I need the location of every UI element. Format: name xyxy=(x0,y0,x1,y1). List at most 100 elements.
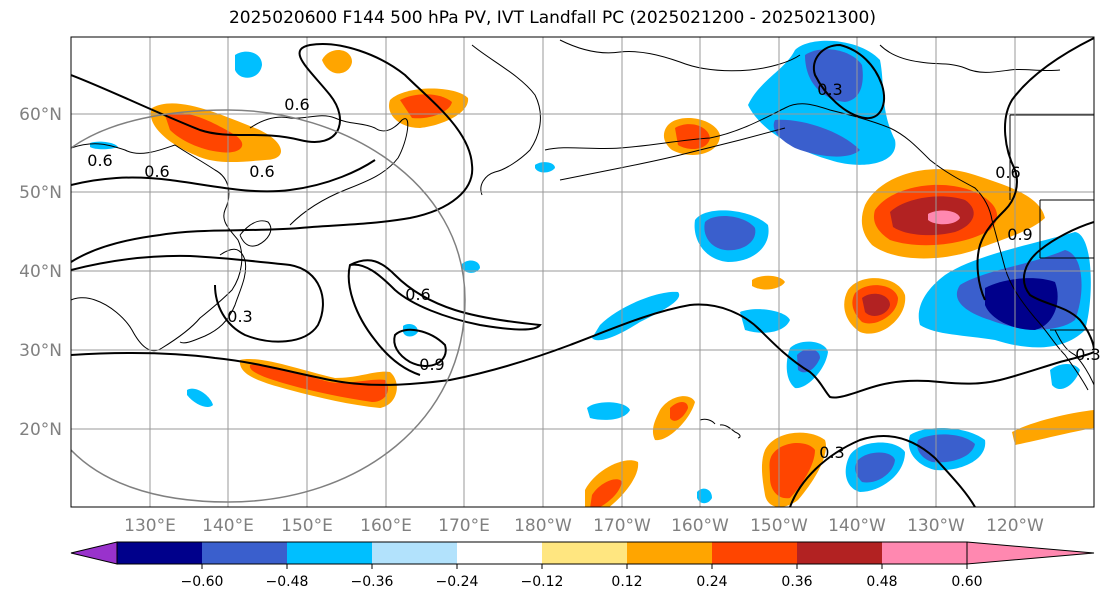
ivt-anomaly-patch xyxy=(862,293,890,316)
colorbar-segment xyxy=(202,542,287,564)
pv-contours xyxy=(71,37,1094,507)
colorbar-segment xyxy=(542,542,627,564)
pv-contour xyxy=(1022,221,1094,351)
colorbar-tick-label: −0.12 xyxy=(521,574,564,590)
coastline xyxy=(559,39,801,72)
colorbar-tick-label: 0.48 xyxy=(866,574,897,590)
ivt-anomaly-patch xyxy=(740,309,790,333)
contour-label: 0.3 xyxy=(1075,345,1100,364)
contour-label: 0.6 xyxy=(87,151,112,170)
colorbar-tick-label: 0.60 xyxy=(951,574,982,590)
colorbar-segment xyxy=(117,542,202,564)
ivt-anomaly-patch xyxy=(985,278,1058,330)
lat-label: 20°N xyxy=(19,420,62,440)
ivt-anomaly-patch xyxy=(1012,410,1094,445)
ivt-anomaly-patch xyxy=(400,94,452,119)
colorbar-tick-label: 0.36 xyxy=(781,574,812,590)
contour-label: 0.6 xyxy=(995,163,1020,182)
lon-label: 170°W xyxy=(593,516,651,536)
ivt-anomaly-patch xyxy=(1050,364,1080,390)
colorbar-segment xyxy=(797,542,882,564)
ivt-anomaly-patch xyxy=(249,364,388,402)
map-frame xyxy=(70,36,1095,508)
contour-label: 0.6 xyxy=(249,162,274,181)
contour-label: 0.3 xyxy=(819,443,844,462)
coastline xyxy=(559,127,786,181)
pv-contour xyxy=(71,254,324,343)
lon-label: 140°W xyxy=(828,516,886,536)
coastline xyxy=(179,248,247,344)
ivt-anomaly-patch xyxy=(675,124,710,150)
pv-contour xyxy=(976,37,1094,301)
ivt-anomaly-patch xyxy=(322,50,352,74)
colorbar-segment xyxy=(287,542,372,564)
contour-label: 0.3 xyxy=(227,307,252,326)
coastline xyxy=(471,44,541,196)
pv-contour xyxy=(71,303,1094,399)
pv-contour xyxy=(347,259,542,376)
ivt-anomaly-patch xyxy=(855,452,895,483)
longitude-labels: 130°E 140°E 150°E 160°E 170°E 180°W 170°… xyxy=(124,516,1044,536)
colorbar: −0.60 −0.48 −0.36 −0.24 −0.12 0.12 0.24 … xyxy=(70,541,1095,590)
colorbar-tick-label: 0.24 xyxy=(696,574,727,590)
colorbar-right-extension xyxy=(966,541,1095,565)
colorbar-tick-label: −0.24 xyxy=(436,574,479,590)
lon-label: 150°W xyxy=(750,516,808,536)
colorbar-segment xyxy=(372,542,457,564)
ivt-anomaly-patch xyxy=(187,388,213,407)
contour-label: 0.9 xyxy=(1007,225,1032,244)
ivt-anomaly-patch xyxy=(462,260,480,273)
map-title: 2025020600 F144 500 hPa PV, IVT Landfall… xyxy=(228,8,876,28)
colorbar-segment xyxy=(712,542,797,564)
colorbar-tick-label: −0.60 xyxy=(181,574,224,590)
lon-label: 180°W xyxy=(514,516,572,536)
contour-labels: 0.6 0.6 0.6 0.6 0.3 0.9 0.3 0.6 0.9 0.3 … xyxy=(87,80,1100,462)
colorbar-tick-label: −0.36 xyxy=(351,574,394,590)
lat-label: 50°N xyxy=(19,183,62,203)
coastline xyxy=(879,44,1061,73)
ivt-anomaly-patch xyxy=(704,216,756,251)
latitude-labels: 60°N 50°N 40°N 30°N 20°N xyxy=(19,105,62,440)
landfall-radius-circle xyxy=(71,109,466,503)
lon-label: 160°E xyxy=(360,516,412,536)
lon-label: 170°E xyxy=(438,516,490,536)
ivt-anomaly-patch xyxy=(235,51,262,78)
colorbar-segment xyxy=(882,542,967,564)
lon-label: 160°W xyxy=(671,516,729,536)
pv-contour xyxy=(71,159,376,193)
colorbar-segment xyxy=(457,542,542,564)
lat-label: 30°N xyxy=(19,341,62,361)
contour-label: 0.6 xyxy=(405,285,430,304)
lon-label: 130°E xyxy=(124,516,176,536)
ivt-anomaly-patch xyxy=(769,443,815,499)
ivt-anomaly-patch xyxy=(805,49,863,102)
contour-label: 0.3 xyxy=(817,80,842,99)
coastline xyxy=(71,143,243,352)
colorbar-ticks xyxy=(201,564,968,569)
contour-label: 0.9 xyxy=(419,355,444,374)
ivt-anomaly-patch xyxy=(773,119,860,157)
colorbar-tick-label: 0.12 xyxy=(611,574,642,590)
colorbar-left-extension xyxy=(70,541,118,565)
contour-label: 0.6 xyxy=(284,95,309,114)
ivt-anomaly-patch xyxy=(697,488,712,504)
coastline xyxy=(1009,114,1094,259)
colorbar-tick-labels: −0.60 −0.48 −0.36 −0.24 −0.12 0.12 0.24 … xyxy=(181,574,983,590)
pv-contour xyxy=(789,435,976,507)
lat-label: 60°N xyxy=(19,105,62,125)
lon-label: 130°W xyxy=(907,516,965,536)
ivt-anomaly-patch xyxy=(535,162,555,173)
pv-contour xyxy=(812,43,885,120)
pv-contour xyxy=(393,328,447,367)
colorbar-segment xyxy=(627,542,712,564)
lon-label: 140°E xyxy=(202,516,254,536)
ivt-shading xyxy=(90,40,1094,507)
lat-label: 40°N xyxy=(19,262,62,282)
lon-label: 150°E xyxy=(281,516,333,536)
colorbar-tick-label: −0.48 xyxy=(266,574,309,590)
contour-label: 0.6 xyxy=(144,162,169,181)
lon-label: 120°W xyxy=(986,516,1044,536)
ivt-anomaly-patch xyxy=(752,275,785,290)
pv-contour xyxy=(71,43,474,263)
coastline xyxy=(699,418,741,439)
